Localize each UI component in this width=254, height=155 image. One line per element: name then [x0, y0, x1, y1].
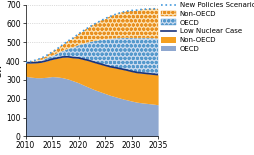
- Y-axis label: GW: GW: [0, 63, 3, 78]
- Legend: New Policies Scenario, Non-OECD, OECD, Low Nuclear Case, Non-OECD, OECD: New Policies Scenario, Non-OECD, OECD, L…: [160, 2, 254, 52]
